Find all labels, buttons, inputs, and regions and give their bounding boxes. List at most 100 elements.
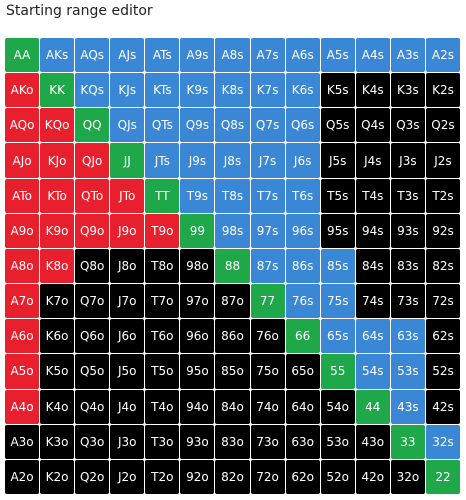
hand-cell-43o[interactable]: 43o (355, 424, 390, 459)
hand-cell-t4o[interactable]: T4o (145, 389, 180, 424)
hand-cell-55[interactable]: 55 (320, 354, 355, 389)
hand-cell-a4o[interactable]: A4o (5, 389, 40, 424)
hand-cell-qjo[interactable]: QJo (75, 143, 110, 178)
hand-cell-97s[interactable]: 97s (250, 213, 285, 248)
hand-cell-73s[interactable]: 73s (390, 284, 425, 319)
hand-cell-k2s[interactable]: K2s (425, 73, 460, 108)
hand-cell-98o[interactable]: 98o (180, 248, 215, 284)
hand-cell-q4s[interactable]: Q4s (355, 108, 390, 143)
hand-cell-k6o[interactable]: K6o (40, 319, 75, 354)
hand-cell-q3o[interactable]: Q3o (75, 424, 110, 459)
hand-cell-33[interactable]: 33 (390, 424, 425, 459)
hand-cell-q7o[interactable]: Q7o (75, 284, 110, 319)
hand-cell-64o[interactable]: 64o (285, 389, 320, 424)
hand-cell-94o[interactable]: 94o (180, 389, 215, 424)
hand-cell-q9s[interactable]: Q9s (180, 108, 215, 143)
hand-cell-k8s[interactable]: K8s (215, 73, 250, 108)
hand-cell-87s[interactable]: 87s (250, 248, 285, 284)
hand-cell-a4s[interactable]: A4s (355, 38, 390, 73)
hand-cell-kk[interactable]: KK (40, 73, 75, 108)
hand-cell-j6o[interactable]: J6o (110, 319, 145, 354)
hand-cell-84s[interactable]: 84s (355, 248, 390, 284)
hand-cell-97o[interactable]: 97o (180, 284, 215, 319)
hand-cell-k5o[interactable]: K5o (40, 354, 75, 389)
hand-cell-64s[interactable]: 64s (355, 319, 390, 354)
hand-cell-a7s[interactable]: A7s (250, 38, 285, 73)
hand-cell-j6s[interactable]: J6s (285, 143, 320, 178)
hand-cell-32o[interactable]: 32o (390, 459, 425, 494)
hand-cell-82s[interactable]: 82s (425, 248, 460, 284)
hand-cell-52o[interactable]: 52o (320, 459, 355, 494)
hand-cell-jj[interactable]: JJ (110, 143, 145, 178)
hand-cell-q5o[interactable]: Q5o (75, 354, 110, 389)
hand-cell-q8o[interactable]: Q8o (75, 248, 110, 284)
hand-cell-j8o[interactable]: J8o (110, 248, 145, 284)
hand-cell-72o[interactable]: 72o (250, 459, 285, 494)
hand-cell-43s[interactable]: 43s (390, 389, 425, 424)
hand-cell-aa[interactable]: AA (5, 38, 40, 73)
hand-cell-93o[interactable]: 93o (180, 424, 215, 459)
hand-cell-k4s[interactable]: K4s (355, 73, 390, 108)
hand-cell-63s[interactable]: 63s (390, 319, 425, 354)
hand-cell-98s[interactable]: 98s (215, 213, 250, 248)
hand-cell-j3o[interactable]: J3o (110, 424, 145, 459)
hand-cell-q2o[interactable]: Q2o (75, 459, 110, 494)
hand-cell-j4s[interactable]: J4s (355, 143, 390, 178)
hand-cell-j9s[interactable]: J9s (180, 143, 215, 178)
hand-cell-k3o[interactable]: K3o (40, 424, 75, 459)
hand-cell-a6o[interactable]: A6o (5, 319, 40, 354)
hand-cell-j2s[interactable]: J2s (425, 143, 460, 178)
hand-cell-k2o[interactable]: K2o (40, 459, 75, 494)
hand-cell-q9o[interactable]: Q9o (75, 213, 110, 248)
hand-cell-t4s[interactable]: T4s (355, 178, 390, 213)
hand-cell-99[interactable]: 99 (180, 213, 215, 248)
hand-cell-83o[interactable]: 83o (215, 424, 250, 459)
hand-cell-q3s[interactable]: Q3s (390, 108, 425, 143)
hand-cell-ato[interactable]: ATo (5, 178, 40, 213)
hand-cell-ats[interactable]: ATs (145, 38, 180, 73)
hand-cell-62o[interactable]: 62o (285, 459, 320, 494)
hand-cell-k7s[interactable]: K7s (250, 73, 285, 108)
hand-cell-32s[interactable]: 32s (425, 424, 460, 459)
hand-cell-t2s[interactable]: T2s (425, 178, 460, 213)
hand-cell-jto[interactable]: JTo (110, 178, 145, 213)
hand-cell-86s[interactable]: 86s (285, 248, 320, 284)
hand-cell-qts[interactable]: QTs (145, 108, 180, 143)
hand-cell-54s[interactable]: 54s (355, 354, 390, 389)
hand-cell-aqs[interactable]: AQs (75, 38, 110, 73)
hand-cell-86o[interactable]: 86o (215, 319, 250, 354)
hand-cell-k7o[interactable]: K7o (40, 284, 75, 319)
hand-cell-k6s[interactable]: K6s (285, 73, 320, 108)
hand-cell-a3o[interactable]: A3o (5, 424, 40, 459)
hand-cell-a8s[interactable]: A8s (215, 38, 250, 73)
hand-cell-k3s[interactable]: K3s (390, 73, 425, 108)
hand-cell-96s[interactable]: 96s (285, 213, 320, 248)
hand-cell-ajs[interactable]: AJs (110, 38, 145, 73)
hand-cell-52s[interactable]: 52s (425, 354, 460, 389)
hand-cell-t8s[interactable]: T8s (215, 178, 250, 213)
hand-cell-66[interactable]: 66 (285, 319, 320, 354)
hand-cell-j4o[interactable]: J4o (110, 389, 145, 424)
hand-cell-aqo[interactable]: AQo (5, 108, 40, 143)
hand-cell-kto[interactable]: KTo (40, 178, 75, 213)
hand-cell-a8o[interactable]: A8o (5, 248, 40, 284)
hand-cell-54o[interactable]: 54o (320, 389, 355, 424)
hand-cell-jts[interactable]: JTs (145, 143, 180, 178)
hand-cell-73o[interactable]: 73o (250, 424, 285, 459)
hand-cell-65o[interactable]: 65o (285, 354, 320, 389)
hand-cell-k8o[interactable]: K8o (40, 248, 75, 284)
hand-cell-96o[interactable]: 96o (180, 319, 215, 354)
hand-cell-t2o[interactable]: T2o (145, 459, 180, 494)
hand-cell-j3s[interactable]: J3s (390, 143, 425, 178)
hand-cell-t3s[interactable]: T3s (390, 178, 425, 213)
hand-cell-kqo[interactable]: KQo (40, 108, 75, 143)
hand-cell-j7s[interactable]: J7s (250, 143, 285, 178)
hand-cell-q4o[interactable]: Q4o (75, 389, 110, 424)
hand-cell-85o[interactable]: 85o (215, 354, 250, 389)
hand-cell-a5s[interactable]: A5s (320, 38, 355, 73)
hand-cell-aks[interactable]: AKs (40, 38, 75, 73)
hand-cell-76s[interactable]: 76s (285, 284, 320, 319)
hand-cell-42s[interactable]: 42s (425, 389, 460, 424)
hand-cell-77[interactable]: 77 (250, 284, 285, 319)
hand-cell-a9s[interactable]: A9s (180, 38, 215, 73)
